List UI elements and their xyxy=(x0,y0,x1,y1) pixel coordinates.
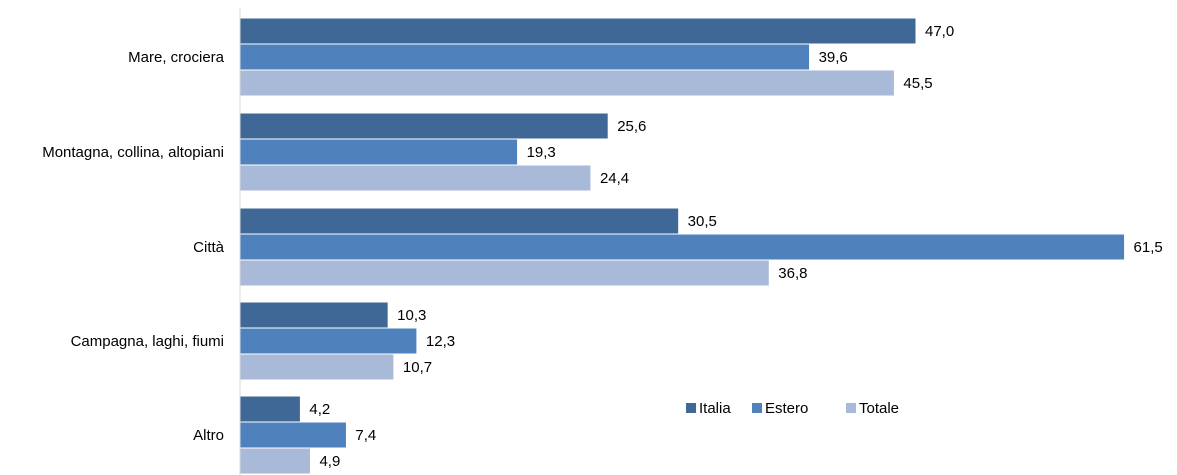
bar-totale xyxy=(239,353,395,381)
data-label: 4,9 xyxy=(319,453,340,470)
data-label: 10,7 xyxy=(403,359,432,376)
category-label: Altro xyxy=(193,427,224,444)
bar-italia xyxy=(239,17,917,45)
legend-label-estero: Estero xyxy=(765,400,808,417)
data-label: 4,2 xyxy=(309,401,330,418)
category-label: Mare, crociera xyxy=(128,49,225,66)
data-label: 19,3 xyxy=(527,144,556,161)
legend-swatch-estero xyxy=(752,403,762,413)
bars-layer xyxy=(239,17,1126,475)
bar-italia xyxy=(239,207,680,235)
bar-italia xyxy=(239,301,389,329)
bar-totale xyxy=(239,164,592,192)
bar-estero xyxy=(239,43,811,71)
data-label: 12,3 xyxy=(426,333,455,350)
data-label: 61,5 xyxy=(1134,239,1163,256)
bar-estero xyxy=(239,138,519,166)
bar-italia xyxy=(239,112,609,140)
bar-totale xyxy=(239,447,311,475)
legend: Italia Estero Totale xyxy=(686,400,899,417)
legend-swatch-totale xyxy=(846,403,856,413)
bar-estero xyxy=(239,327,418,355)
data-label: 36,8 xyxy=(778,265,807,282)
bar-estero xyxy=(239,233,1126,261)
data-label: 24,4 xyxy=(600,170,629,187)
data-label: 39,6 xyxy=(819,49,848,66)
data-label: 30,5 xyxy=(688,213,717,230)
bar-totale xyxy=(239,69,895,97)
data-label: 25,6 xyxy=(617,118,646,135)
data-label: 47,0 xyxy=(925,23,954,40)
bar-estero xyxy=(239,421,347,449)
value-labels: 47,0 39,6 45,5 25,6 19,3 24,4 30,5 61,5 36,8 10,3… xyxy=(309,23,1162,470)
data-label: 7,4 xyxy=(355,427,376,444)
data-label: 10,3 xyxy=(397,307,426,324)
bar-italia xyxy=(239,395,301,423)
legend-label-italia: Italia xyxy=(699,400,731,417)
category-labels: Mare, crociera Montagna, collina, altopia… xyxy=(42,49,224,444)
category-label: Campagna, laghi, fiumi xyxy=(71,333,224,350)
category-label: Montagna, collina, altopiani xyxy=(42,144,224,161)
bar-totale xyxy=(239,259,770,287)
legend-label-totale: Totale xyxy=(859,400,899,417)
data-label: 45,5 xyxy=(903,75,932,92)
category-label: Città xyxy=(193,239,225,256)
legend-swatch-italia xyxy=(686,403,696,413)
